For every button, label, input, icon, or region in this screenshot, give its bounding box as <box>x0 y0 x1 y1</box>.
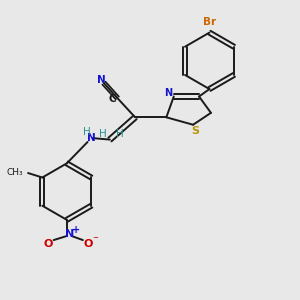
Text: H: H <box>116 129 124 139</box>
Text: H: H <box>100 129 107 139</box>
Text: H: H <box>83 127 91 137</box>
Text: C: C <box>108 94 116 104</box>
Text: N: N <box>87 133 96 143</box>
Text: N: N <box>65 229 74 239</box>
Text: S: S <box>191 126 200 136</box>
Text: O: O <box>44 238 53 249</box>
Text: O: O <box>83 238 93 249</box>
Text: +: + <box>72 225 80 235</box>
Text: ⁻: ⁻ <box>93 235 98 245</box>
Text: N: N <box>97 75 106 85</box>
Text: Br: Br <box>203 17 216 27</box>
Text: CH₃: CH₃ <box>6 168 23 177</box>
Text: N: N <box>164 88 172 98</box>
